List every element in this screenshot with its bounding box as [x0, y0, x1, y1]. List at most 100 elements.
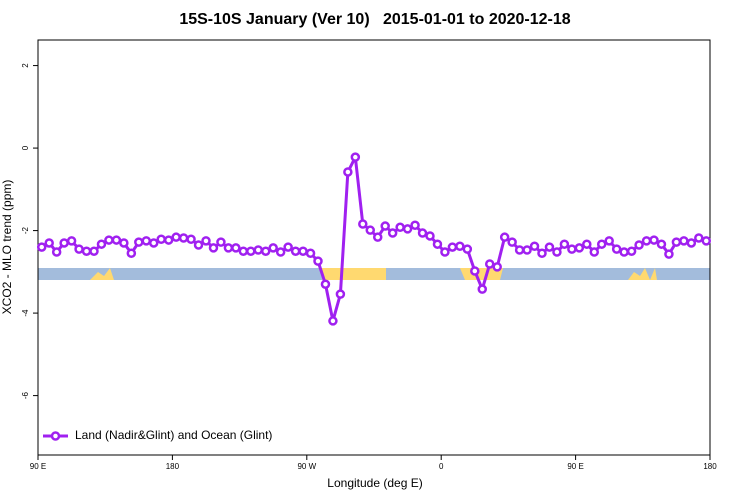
data-point	[156, 234, 166, 244]
data-point	[313, 256, 323, 266]
data-point	[417, 228, 428, 238]
data-point	[649, 235, 659, 245]
land-band	[90, 268, 114, 280]
data-point	[350, 152, 361, 162]
data-point	[477, 284, 488, 294]
data-point	[36, 242, 47, 252]
data-point	[283, 242, 293, 252]
data-point	[559, 239, 570, 249]
x-tick-label: 90 E	[567, 462, 583, 471]
y-tick-label: 0	[21, 145, 30, 150]
data-point	[335, 289, 346, 299]
data-point	[529, 241, 540, 252]
legend-label: Land (Nadir&Glint) and Ocean (Glint)	[75, 428, 272, 442]
plot-frame	[37, 39, 711, 456]
y-axis-label: XCO2 - MLO trend (ppm)	[0, 180, 14, 315]
data-point	[387, 228, 398, 238]
data-point	[298, 246, 308, 256]
data-point	[253, 245, 264, 255]
legend-marker	[50, 431, 61, 441]
data-point	[671, 237, 682, 247]
data-point	[484, 259, 495, 269]
x-axis-label: Longitude (deg E)	[327, 476, 422, 490]
land-band	[322, 268, 386, 280]
data-point	[679, 236, 689, 246]
data-point	[358, 219, 368, 229]
data-point	[402, 224, 413, 234]
data-point	[44, 238, 54, 248]
data-point	[641, 236, 652, 246]
y-tick-label: 2	[21, 63, 30, 68]
x-tick-label: 0	[439, 462, 444, 471]
data-point	[193, 240, 204, 250]
data-point	[119, 238, 129, 248]
x-tick-label: 90 E	[30, 462, 46, 471]
data-point	[111, 235, 122, 245]
x-tick-label: 90 W	[297, 462, 316, 471]
data-point	[238, 246, 249, 256]
data-point	[104, 235, 114, 245]
data-point	[604, 236, 614, 246]
data-point	[499, 232, 510, 242]
data-point	[246, 246, 256, 256]
data-point	[410, 220, 420, 230]
data-point	[89, 246, 99, 256]
data-point	[148, 238, 159, 248]
y-tick-label: -2	[21, 226, 30, 234]
data-point	[514, 245, 525, 255]
data-point	[425, 231, 435, 241]
data-point	[611, 244, 622, 254]
data-point	[328, 316, 338, 326]
data-point	[178, 233, 189, 243]
data-point	[544, 242, 555, 252]
data-point	[470, 266, 480, 276]
data-point	[81, 246, 92, 256]
data-point	[260, 246, 271, 256]
data-point	[96, 239, 107, 249]
y-tick-label: -4	[21, 309, 30, 317]
data-point	[74, 244, 84, 254]
y-tick-label: -6	[21, 391, 30, 399]
data-point	[171, 232, 181, 242]
data-point	[589, 247, 600, 257]
data-point	[552, 247, 562, 257]
data-point	[59, 238, 69, 248]
data-point	[686, 238, 697, 248]
data-point	[51, 247, 62, 257]
data-point	[275, 247, 286, 257]
data-point	[440, 247, 450, 257]
data-point	[634, 240, 644, 250]
data-point	[141, 236, 152, 246]
data-point	[619, 247, 629, 257]
data-point	[201, 236, 211, 246]
data-point	[455, 241, 465, 252]
data-point	[380, 221, 390, 231]
data-point	[290, 246, 301, 256]
data-point	[701, 236, 712, 246]
data-point	[447, 242, 458, 252]
data-point	[432, 239, 443, 249]
chart-title: 15S-10S January (Ver 10) 2015-01-01 to 2…	[179, 11, 570, 28]
data-point	[186, 234, 196, 244]
data-point	[664, 249, 674, 259]
data-point	[537, 248, 547, 259]
data-point	[574, 243, 585, 253]
data-point	[268, 243, 278, 253]
data-point	[231, 243, 241, 253]
data-point	[126, 248, 137, 259]
data-point	[492, 262, 502, 272]
data-point	[216, 237, 226, 247]
data-point	[567, 244, 577, 254]
data-point	[372, 232, 383, 242]
data-point	[305, 248, 316, 259]
data-point	[208, 243, 219, 253]
data-point	[343, 167, 353, 177]
data-point	[223, 243, 234, 253]
data-point	[694, 233, 704, 243]
data-point	[462, 244, 473, 254]
data-point	[163, 235, 174, 245]
surface-band	[38, 268, 710, 280]
data-point	[656, 239, 667, 249]
x-tick-label: 180	[703, 462, 717, 471]
